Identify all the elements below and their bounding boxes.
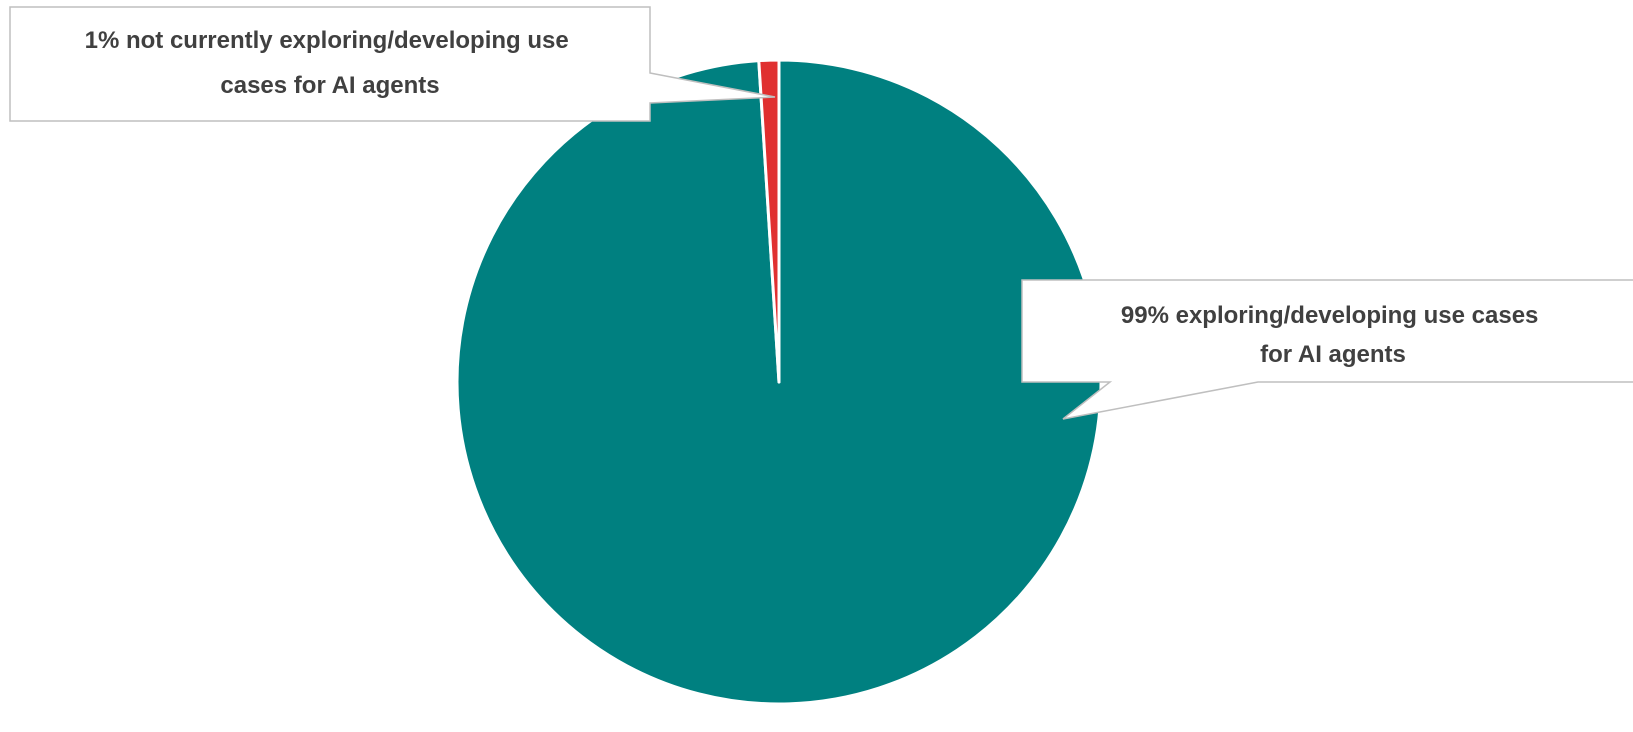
- callout-not-exploring-line-1: 1% not currently exploring/developing us…: [85, 27, 569, 54]
- callout-not-exploring-line-2: cases for AI agents: [220, 72, 439, 99]
- svg-text:1% not currently exploring/dev: 1% not currently exploring/developing us…: [85, 27, 576, 99]
- callout-exploring-box: [1021, 279, 1633, 420]
- callout-not-exploring: 1% not currently exploring/developing us…: [9, 6, 776, 122]
- callout-exploring: 99% exploring/developing use cases for A…: [1021, 279, 1633, 420]
- callout-exploring-line-1: 99% exploring/developing use cases: [1121, 302, 1539, 329]
- callout-exploring-line-2: for AI agents: [1260, 341, 1406, 368]
- svg-text:99% exploring/developing use c: 99% exploring/developing use cases for A…: [1121, 302, 1545, 368]
- pie-callouts: 1% not currently exploring/developing us…: [9, 6, 1633, 420]
- pie-slices: [455, 58, 1103, 706]
- callout-not-exploring-box: [9, 6, 776, 122]
- pie-slice-not-exploring: [757, 58, 781, 384]
